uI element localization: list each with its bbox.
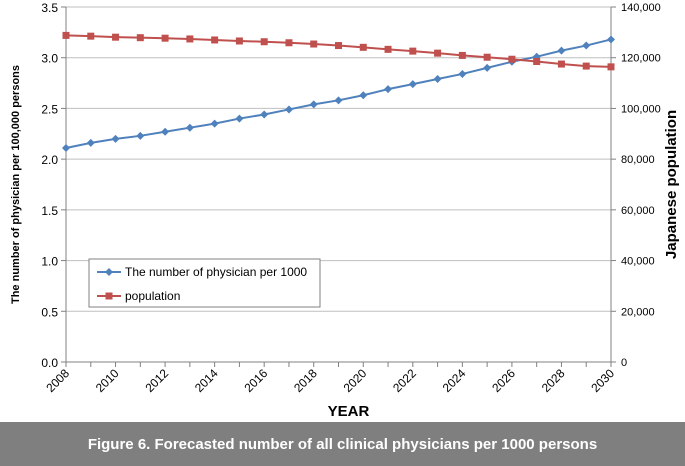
data-point — [384, 85, 393, 94]
y-right-tick-label: 0 — [621, 357, 627, 369]
legend-marker — [105, 292, 113, 300]
x-tick-label: 2012 — [142, 366, 171, 395]
y-right-tick-label: 100,000 — [621, 103, 661, 115]
data-point — [86, 138, 95, 147]
data-point — [483, 53, 491, 61]
data-point — [185, 123, 194, 132]
data-point — [359, 91, 368, 100]
y-left-axis-title: The number of physician per 100,000 pers… — [10, 65, 22, 304]
data-point — [408, 80, 417, 89]
data-point — [607, 35, 615, 44]
legend-label: population — [125, 289, 180, 303]
data-point — [235, 114, 244, 123]
y-left-tick-label: 0.0 — [41, 356, 58, 370]
data-point — [483, 63, 492, 72]
data-point — [310, 40, 318, 48]
data-point — [186, 35, 194, 43]
data-point — [384, 45, 392, 53]
x-tick-label: 2022 — [390, 366, 419, 395]
y-right-tick-label: 120,000 — [621, 53, 661, 65]
x-axis-title: YEAR — [328, 403, 370, 420]
y-left-tick-label: 0.5 — [41, 305, 58, 319]
data-point — [235, 37, 243, 45]
y-right-tick-label: 40,000 — [621, 256, 655, 268]
data-point — [87, 32, 95, 40]
data-point — [210, 119, 219, 128]
data-point — [533, 58, 541, 66]
data-point — [62, 31, 70, 39]
chart-svg: 0.0 0.5 1.0 1.5 2.0 2.5 3.0 3.5 0 20,000 40,000 60,… — [10, 1, 680, 420]
data-point — [284, 105, 293, 114]
y-left-tick-label: 2.0 — [41, 153, 58, 167]
y-right-axis-title: Japanese population — [663, 110, 680, 259]
data-point — [111, 134, 120, 143]
y-right-tick-label: 60,000 — [621, 205, 655, 217]
y-right-tick-label: 20,000 — [621, 306, 655, 318]
x-tick-label: 2030 — [588, 366, 617, 395]
data-point — [607, 63, 615, 71]
y-left-tick-label: 1.5 — [41, 204, 58, 218]
data-point — [136, 34, 144, 42]
x-tick-label: 2016 — [242, 366, 271, 395]
x-tick-label: 2026 — [489, 366, 518, 395]
data-point — [582, 41, 591, 50]
data-point — [136, 131, 145, 140]
y-left-tick-label: 2.5 — [41, 102, 58, 116]
data-point — [409, 47, 417, 55]
data-point — [434, 49, 442, 57]
data-point — [260, 110, 269, 119]
series-line-0 — [65, 38, 612, 149]
figure-caption: Figure 6. Forecasted number of all clini… — [87, 435, 598, 453]
x-tick-label: 2020 — [341, 366, 370, 395]
data-point — [260, 38, 268, 46]
chart-area: 0.0 0.5 1.0 1.5 2.0 2.5 3.0 3.5 0 20,000 40,000 60,… — [0, 0, 685, 422]
data-point — [508, 55, 516, 63]
legend-label: The number of physician per 1000 — [125, 265, 307, 279]
data-point — [458, 69, 467, 78]
data-point — [62, 143, 70, 152]
x-tick-label: 2028 — [539, 366, 568, 395]
data-point — [557, 60, 565, 68]
data-point — [335, 42, 342, 50]
data-point — [285, 39, 293, 47]
series-line-1 — [65, 34, 612, 68]
x-tick-label: 2024 — [440, 366, 469, 395]
x-tick-label: 2010 — [93, 366, 122, 395]
x-tick-label: 2008 — [43, 366, 72, 395]
data-point — [161, 34, 169, 42]
y-left-tick-label: 1.0 — [41, 255, 58, 269]
data-point — [557, 46, 566, 55]
legend-marker — [105, 268, 113, 276]
data-point — [161, 127, 170, 136]
caption-bar: Figure 6. Forecasted number of all clini… — [0, 422, 685, 466]
data-point — [211, 36, 219, 44]
data-point — [433, 75, 442, 84]
y-right-tick-label: 80,000 — [621, 154, 655, 166]
data-point — [458, 51, 466, 59]
data-point — [112, 33, 120, 41]
y-right-tick-label: 140,000 — [621, 2, 661, 14]
data-point — [334, 96, 343, 105]
data-point — [309, 100, 318, 109]
y-left-tick-label: 3.0 — [41, 52, 58, 66]
y-left-tick-label: 3.5 — [41, 1, 58, 15]
legend-box — [88, 258, 321, 308]
data-point — [582, 62, 590, 70]
data-point — [359, 43, 367, 51]
x-tick-label: 2014 — [192, 366, 221, 395]
x-tick-label: 2018 — [291, 366, 320, 395]
